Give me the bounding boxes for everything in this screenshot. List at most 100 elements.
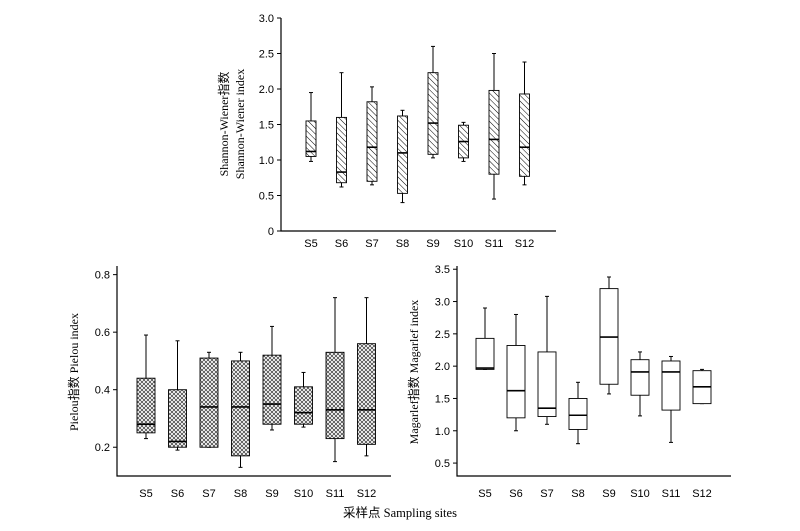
margalef-iqr-box: [475, 337, 495, 370]
shannon-y-tick-label: 3.0: [259, 13, 274, 25]
pielou-box-s9: [262, 325, 282, 431]
shared-xlabel: 采样点 Sampling sites: [343, 505, 457, 520]
margalef-x-label-s11: S11: [662, 488, 681, 500]
margalef-y-tick-label: 0.5: [435, 458, 450, 470]
margalef-y-ticks: 0.5 1.0 1.5 2.0 2.5 3.0 3.5: [435, 264, 457, 470]
margalef-iqr-box: [537, 351, 557, 418]
margalef-axes: [456, 266, 731, 477]
pielou-x-label-s8: S8: [234, 488, 247, 500]
shannon-x-label-s10: S10: [454, 238, 474, 250]
shannon-x-label-s9: S9: [426, 238, 439, 250]
shannon-ylabel-line1: Shannon-Wiener指数: [216, 72, 231, 177]
pielou-x-labels: S5 S6 S7 S8 S9 S10 S11 S12: [139, 488, 376, 500]
pielou-x-label-s7: S7: [202, 488, 215, 500]
shannon-y-tick-label: 0: [268, 226, 274, 238]
pielou-iqr-box: [168, 389, 187, 448]
shannon-x-label-s11: S11: [485, 238, 504, 250]
pielou-x-label-s12: S12: [357, 488, 377, 500]
pielou-x-label-s11: S11: [326, 488, 345, 500]
pielou-panel: 0.2 0.4 0.6 0.8 S5 S6 S7 S8 S9 S10 S11 S12 Pielou指…: [66, 266, 391, 500]
pielou-iqr-box: [136, 377, 156, 434]
margalef-x-labels: S5 S6 S7 S8 S9 S10 S11 S12: [478, 488, 712, 500]
shannon-wiener-panel: 00.51.01.52.02.53.0 S5 S6 S7 S8 S9 S10 S11 S12 …: [216, 13, 556, 250]
shannon-y-tick-label: 2.0: [259, 84, 274, 96]
shannon-box-s7: [366, 86, 378, 186]
margalef-boxes: [475, 276, 712, 445]
pielou-iqr-box: [262, 354, 282, 425]
shannon-y-tick-label: 0.5: [259, 191, 274, 203]
shannon-box-s8: [397, 109, 408, 204]
pielou-iqr-box: [325, 351, 345, 440]
margalef-y-tick-label: 2.0: [435, 361, 450, 373]
margalef-x-label-s12: S12: [692, 488, 712, 500]
margalef-box-s12: [692, 368, 712, 405]
pielou-x-label-s9: S9: [265, 488, 278, 500]
margalef-x-label-s7: S7: [540, 488, 553, 500]
pielou-box-s10: [294, 371, 313, 428]
pielou-y-tick-label: 0.8: [95, 270, 110, 282]
shannon-iqr-box: [427, 72, 439, 155]
margalef-ylabel: Magarlef指数 Magarlef index: [406, 300, 421, 445]
shannon-x-label-s6: S6: [335, 238, 348, 250]
pielou-box-s12: [357, 297, 376, 457]
shannon-y-tick-label: 1.0: [259, 155, 274, 167]
margalef-box-s11: [661, 355, 681, 443]
shannon-x-label-s7: S7: [365, 238, 378, 250]
shannon-box-s10: [458, 121, 469, 162]
pielou-axes: [116, 266, 391, 477]
margalef-iqr-box: [661, 360, 681, 411]
shannon-x-label-s12: S12: [515, 238, 535, 250]
shannon-box-s12: [519, 61, 530, 186]
pielou-box-s8: [231, 351, 250, 468]
shannon-iqr-box: [488, 89, 500, 175]
shannon-boxes: [305, 45, 530, 204]
margalef-y-tick-label: 3.0: [435, 297, 450, 309]
margalef-iqr-box: [630, 359, 650, 396]
pielou-y-ticks: 0.2 0.4 0.6 0.8: [95, 270, 117, 454]
shannon-y-tick-label: 1.5: [259, 120, 274, 132]
shannon-box-s6: [336, 72, 347, 188]
margalef-box-s7: [537, 295, 557, 425]
shannon-x-label-s8: S8: [396, 238, 409, 250]
shannon-y-tick-label: 2.5: [259, 49, 274, 61]
margalef-iqr-box: [568, 398, 588, 430]
margalef-x-label-s9: S9: [602, 488, 615, 500]
margalef-box-s6: [506, 313, 526, 432]
margalef-x-label-s6: S6: [509, 488, 522, 500]
shannon-axes: [280, 18, 556, 232]
shannon-iqr-box: [519, 93, 530, 177]
shannon-box-s9: [427, 45, 439, 159]
pielou-boxes: [136, 297, 376, 468]
shannon-iqr-box: [336, 116, 347, 184]
pielou-iqr-box: [199, 357, 219, 448]
margalef-box-s8: [568, 381, 588, 445]
pielou-box-s7: [199, 351, 219, 448]
shannon-iqr-box: [397, 115, 408, 194]
margalef-panel: 0.5 1.0 1.5 2.0 2.5 3.0 3.5 S5 S6 S7 S8 S9 S10 S11 S1…: [406, 264, 731, 500]
pielou-y-tick-label: 0.2: [95, 442, 110, 454]
margalef-y-tick-label: 1.0: [435, 426, 450, 438]
shannon-iqr-box: [366, 101, 378, 182]
pielou-y-tick-label: 0.6: [95, 327, 110, 339]
shannon-box-s5: [305, 92, 317, 162]
shannon-iqr-box: [305, 120, 317, 157]
pielou-iqr-box: [294, 386, 313, 425]
shannon-ylabel-line2: Shannon-Wiener index: [233, 69, 247, 179]
margalef-box-s10: [630, 351, 650, 417]
pielou-x-label-s5: S5: [139, 488, 152, 500]
margalef-y-tick-label: 1.5: [435, 393, 450, 405]
pielou-box-s11: [325, 297, 345, 463]
margalef-x-label-s10: S10: [630, 488, 650, 500]
shannon-y-ticks: 0 0.5 1.0 1.5 2.0 2.5 3.0: [259, 13, 281, 238]
margalef-x-label-s8: S8: [571, 488, 584, 500]
pielou-iqr-box: [231, 360, 250, 457]
shannon-x-labels: S5 S6 S7 S8 S9 S10 S11 S12: [304, 238, 534, 250]
shannon-x-label-s5: S5: [304, 238, 317, 250]
margalef-x-label-s5: S5: [478, 488, 491, 500]
margalef-iqr-box: [506, 345, 526, 419]
pielou-box-s6: [168, 340, 187, 451]
margalef-box-s5: [475, 307, 495, 370]
margalef-box-s9: [599, 276, 619, 395]
pielou-y-tick-label: 0.4: [95, 385, 110, 397]
